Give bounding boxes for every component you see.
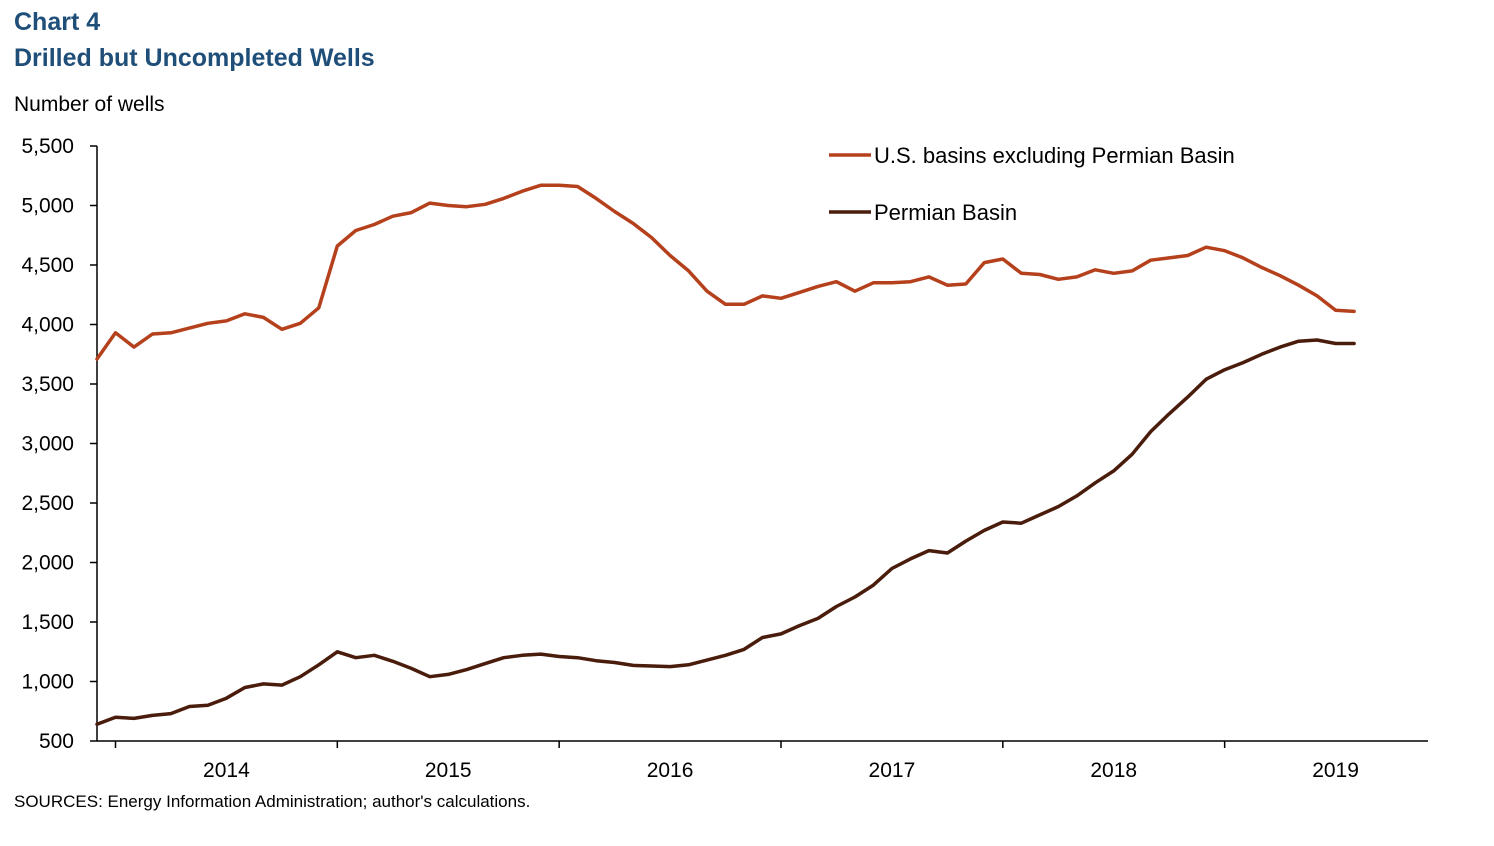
x-axis: 2014 2015 2016 2017 2018 2019 — [97, 740, 1428, 782]
y-tick-label: 5,000 — [21, 195, 74, 218]
y-tick-label: 2,500 — [21, 492, 74, 515]
x-tick-label: 2019 — [1312, 759, 1359, 782]
series-line-us-ex-permian — [95, 183, 1356, 361]
series-line-permian — [95, 338, 1356, 727]
x-tick-label: 2018 — [1090, 759, 1137, 782]
x-tick-label: 2016 — [647, 759, 694, 782]
x-tick-label: 2014 — [203, 759, 250, 782]
series-layer — [95, 183, 1356, 727]
y-axis: 500 1,000 1,500 2,000 2,500 3,000 3,500 4,000 4,… — [21, 135, 98, 753]
y-tick-label: 3,000 — [21, 433, 74, 456]
legend-label: U.S. basins excluding Permian Basin — [874, 143, 1235, 168]
chart-title: Drilled but Uncompleted Wells — [14, 44, 375, 72]
y-tick-label: 1,000 — [21, 671, 74, 694]
chart-number: Chart 4 — [14, 8, 101, 36]
legend-label: Permian Basin — [874, 200, 1017, 225]
y-tick-label: 2,000 — [21, 552, 74, 575]
sources-note: SOURCES: Energy Information Administrati… — [14, 792, 531, 811]
y-tick-label: 4,000 — [21, 314, 74, 337]
legend: U.S. basins excluding Permian Basin Permi… — [829, 143, 1235, 225]
x-tick-label: 2017 — [869, 759, 916, 782]
y-tick-label: 500 — [39, 730, 74, 753]
x-tick-label: 2015 — [425, 759, 472, 782]
y-tick-label: 1,500 — [21, 611, 74, 634]
y-axis-unit-label: Number of wells — [14, 93, 165, 116]
y-tick-label: 4,500 — [21, 254, 74, 277]
y-tick-label: 5,500 — [21, 135, 74, 158]
y-tick-label: 3,500 — [21, 373, 74, 396]
